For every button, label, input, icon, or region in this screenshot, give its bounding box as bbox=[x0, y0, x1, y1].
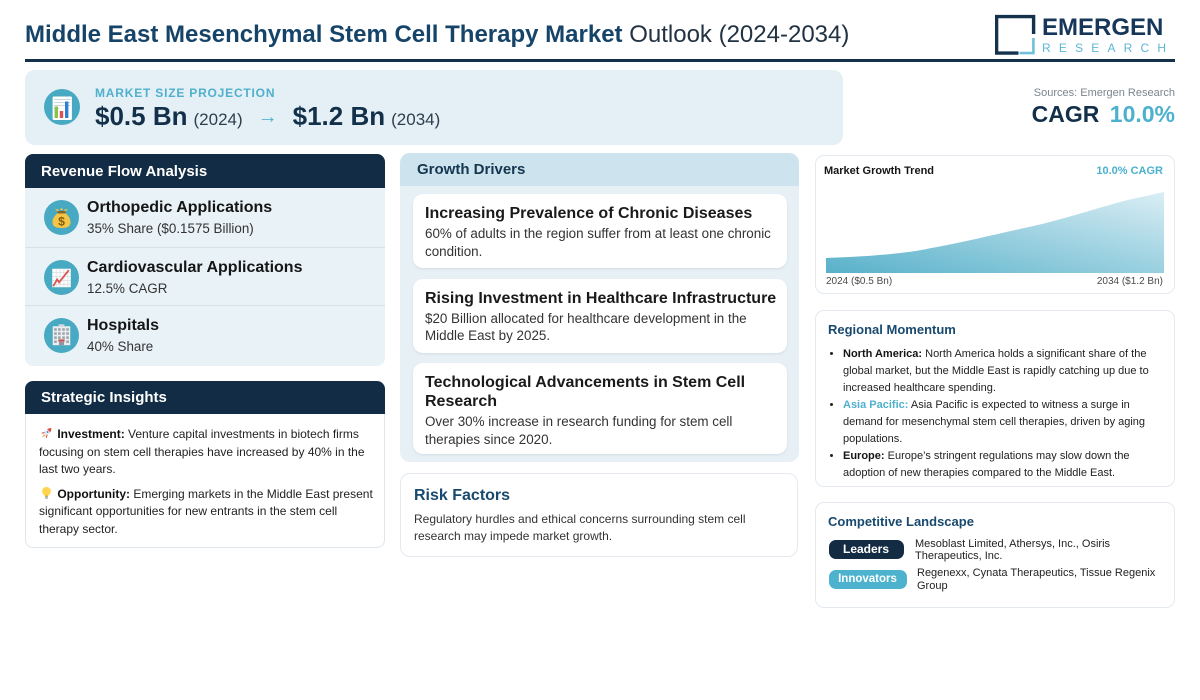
svg-text:$: $ bbox=[58, 214, 65, 228]
